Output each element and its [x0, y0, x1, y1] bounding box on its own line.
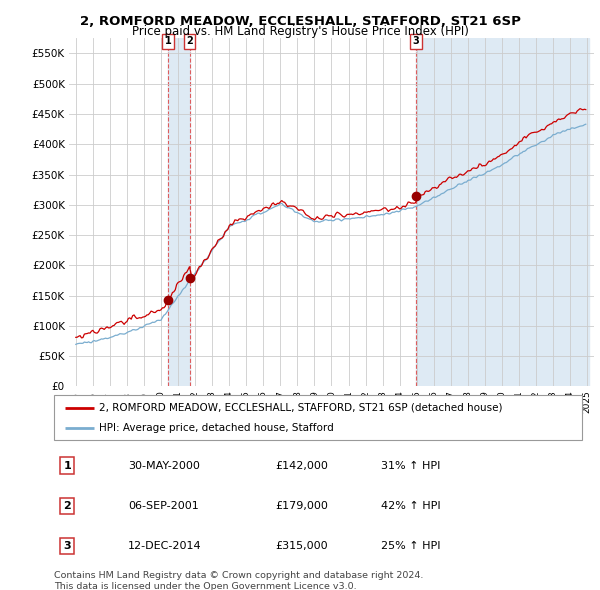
Text: £315,000: £315,000 — [276, 541, 328, 551]
Text: 30-MAY-2000: 30-MAY-2000 — [128, 461, 200, 471]
Text: 3: 3 — [412, 37, 419, 47]
Text: £142,000: £142,000 — [276, 461, 329, 471]
Text: Price paid vs. HM Land Registry's House Price Index (HPI): Price paid vs. HM Land Registry's House … — [131, 25, 469, 38]
Text: 06-SEP-2001: 06-SEP-2001 — [128, 501, 199, 511]
Text: 12-DEC-2014: 12-DEC-2014 — [128, 541, 202, 551]
Text: 42% ↑ HPI: 42% ↑ HPI — [382, 501, 441, 511]
Text: Contains HM Land Registry data © Crown copyright and database right 2024.
This d: Contains HM Land Registry data © Crown c… — [54, 571, 424, 590]
Bar — [416, 38, 589, 386]
Text: 1: 1 — [64, 461, 71, 471]
Text: HPI: Average price, detached house, Stafford: HPI: Average price, detached house, Staf… — [99, 423, 334, 433]
Text: 31% ↑ HPI: 31% ↑ HPI — [382, 461, 441, 471]
Text: 3: 3 — [64, 541, 71, 551]
Text: £179,000: £179,000 — [276, 501, 329, 511]
Bar — [168, 38, 190, 386]
Text: 1: 1 — [164, 37, 172, 47]
Text: 2, ROMFORD MEADOW, ECCLESHALL, STAFFORD, ST21 6SP: 2, ROMFORD MEADOW, ECCLESHALL, STAFFORD,… — [80, 15, 520, 28]
Text: 2: 2 — [64, 501, 71, 511]
Text: 2, ROMFORD MEADOW, ECCLESHALL, STAFFORD, ST21 6SP (detached house): 2, ROMFORD MEADOW, ECCLESHALL, STAFFORD,… — [99, 403, 502, 412]
Text: 2: 2 — [187, 37, 193, 47]
Text: 25% ↑ HPI: 25% ↑ HPI — [382, 541, 441, 551]
